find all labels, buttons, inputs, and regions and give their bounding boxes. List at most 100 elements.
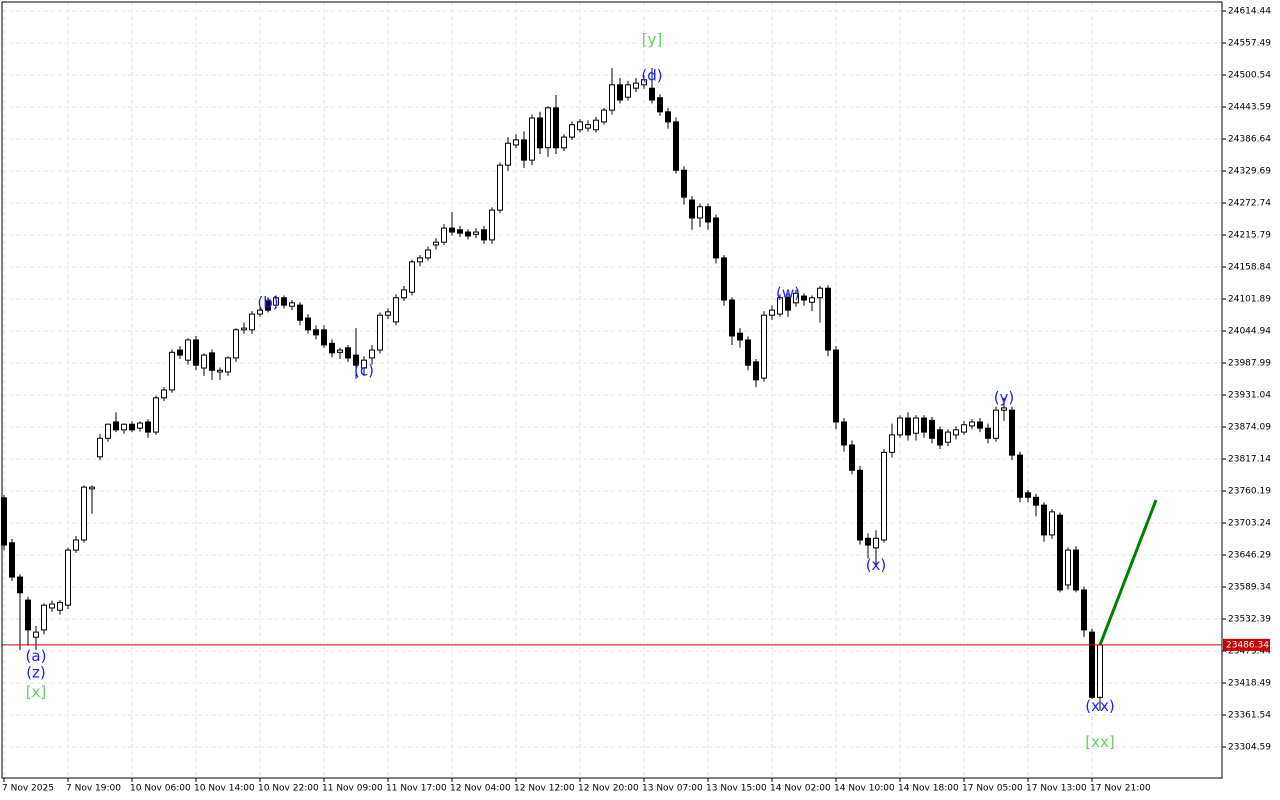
wave-label: (y) (994, 388, 1015, 406)
candle-body (569, 124, 575, 138)
candle-body (193, 339, 199, 366)
candle-body (745, 339, 751, 366)
candle-body (825, 287, 831, 351)
candle-body (633, 82, 639, 89)
candle-body (105, 423, 111, 439)
candle-body (313, 329, 319, 336)
price-label-box (1223, 638, 1270, 651)
y-tick-label: 24614.44 (1228, 6, 1271, 16)
candle-body (9, 542, 15, 578)
overlay: (a)(z)[x] (b) (c) [y] (d) (w) (x) (y) (xx) [xx] (2, 30, 1222, 751)
x-tick-label: 17 Nov 13:00 (1026, 784, 1087, 794)
candle-body (81, 486, 87, 541)
candle-body (913, 417, 919, 434)
candle-body (361, 359, 367, 369)
candle-body (185, 339, 191, 361)
x-tick-label: 17 Nov 21:00 (1090, 784, 1151, 794)
x-tick-label: 17 Nov 05:00 (962, 784, 1023, 794)
candle-body (657, 97, 663, 113)
candle-body (449, 227, 455, 233)
wave-label: (c) (354, 361, 374, 379)
y-tick-label: 24329.69 (1228, 166, 1271, 176)
candle-body (369, 349, 375, 359)
candle-body (521, 139, 527, 161)
candle-body (681, 169, 687, 198)
x-tick-label: 10 Nov 22:00 (258, 784, 319, 794)
y-tick-label: 24557.49 (1228, 38, 1271, 48)
candle-body (1041, 504, 1047, 536)
y-tick-label: 23817.14 (1228, 454, 1271, 464)
wave-label: (b) (257, 293, 278, 311)
y-tick-label: 23475.44 (1228, 646, 1271, 656)
candle-body (129, 423, 135, 431)
candle-body (649, 87, 655, 101)
candle-body (817, 287, 823, 299)
x-tick-label: 13 Nov 07:00 (642, 784, 703, 794)
candle-body (497, 164, 503, 211)
x-tick-label: 12 Nov 20:00 (578, 784, 639, 794)
candle-body (505, 142, 511, 166)
x-tick-label: 10 Nov 14:00 (194, 784, 255, 794)
candle-body (729, 299, 735, 337)
candle-body (1057, 514, 1063, 591)
candle-body (1033, 496, 1039, 506)
candle-body (241, 327, 247, 331)
candle-body (985, 427, 991, 439)
candle-body (153, 397, 159, 433)
candle-body (1001, 407, 1007, 411)
x-tick-label: 13 Nov 15:00 (706, 784, 767, 794)
candle-body (41, 604, 47, 631)
candle-body (289, 302, 295, 307)
candle-body (937, 429, 943, 446)
candle-body (305, 317, 311, 331)
wave-label: [xx] (1085, 733, 1114, 751)
y-tick-label: 23418.49 (1228, 678, 1271, 688)
x-tick-label: 7 Nov 2025 (2, 784, 54, 794)
y-tick-label: 24272.74 (1228, 198, 1271, 208)
candle-body (769, 309, 775, 316)
y-tick-label: 23532.39 (1228, 614, 1271, 624)
candle-body (585, 124, 591, 129)
y-tick-label: 24500.54 (1228, 70, 1271, 80)
candle-body (697, 206, 703, 219)
candle-body (1017, 454, 1023, 498)
candle-body (529, 117, 535, 161)
wave-label: [x] (26, 683, 47, 701)
candle-body (889, 434, 895, 453)
candle-body (577, 121, 583, 131)
candle-body (169, 351, 175, 391)
candle-body (721, 257, 727, 301)
y-tick-label: 24443.59 (1228, 102, 1271, 112)
candle-body (897, 417, 903, 436)
candle-body (849, 444, 855, 471)
candle-body (1009, 409, 1015, 456)
wave-label: (x) (866, 556, 887, 574)
candle-body (201, 354, 207, 369)
candle-body (865, 537, 871, 546)
y-tick-label: 23987.99 (1228, 358, 1271, 368)
y-tick-label: 23703.24 (1228, 518, 1271, 528)
candle-body (433, 241, 439, 246)
candle-body (297, 304, 303, 321)
candle-body (481, 229, 487, 241)
candle-body (33, 631, 39, 638)
x-tick-label: 7 Nov 19:00 (66, 784, 121, 794)
candle-body (713, 217, 719, 259)
candle-body (785, 296, 791, 311)
x-tick-label: 14 Nov 02:00 (770, 784, 831, 794)
candle-body (793, 292, 799, 304)
candle-body (665, 111, 671, 123)
y-tick-label: 23304.59 (1228, 742, 1271, 752)
candle-body (97, 437, 103, 458)
candle-body (441, 227, 447, 243)
candle-body (641, 79, 647, 86)
candle-body (233, 329, 239, 359)
candle-body (177, 349, 183, 356)
x-tick-label: 12 Nov 04:00 (450, 784, 511, 794)
candle-body (457, 229, 463, 234)
y-tick-label: 23361.54 (1228, 710, 1271, 720)
candle-body (617, 84, 623, 101)
candle-body (553, 107, 559, 149)
